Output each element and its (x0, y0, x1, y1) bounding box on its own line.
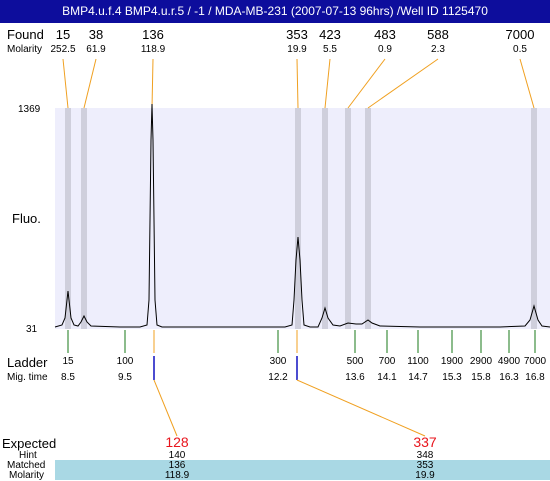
migtime-label: Mig. time (7, 372, 48, 383)
found-molarity: 19.9 (287, 44, 307, 55)
ladder-migtime: 14.7 (408, 372, 428, 383)
found-size: 7000 (505, 27, 535, 42)
found-peak-band (531, 108, 537, 329)
y-max-label: 1369 (18, 104, 41, 115)
ladder-migtime: 8.5 (61, 372, 75, 383)
ladder-migtime: 15.8 (471, 372, 491, 383)
found-connector (347, 58, 386, 109)
molarity-label: Molarity (7, 44, 43, 55)
ladder-migtime: 9.5 (118, 372, 132, 383)
found-peak-band (295, 108, 301, 329)
found-peak-band (65, 108, 71, 329)
ladder-migtime: 16.3 (499, 372, 519, 383)
y-axis-label: Fluo. (12, 211, 41, 226)
found-size: 15 (55, 27, 71, 42)
expected-molarity: 19.9 (415, 470, 435, 481)
found-size: 136 (142, 27, 164, 42)
expected-molarity: 118.9 (164, 470, 190, 481)
expected-hint: 348 (416, 450, 434, 461)
ladder-size: 15 (62, 356, 74, 367)
title-bar: BMP4.u.f.4 BMP4.u.r.5 / -1 / MDA-MB-231 … (0, 0, 550, 23)
molarity-band (55, 470, 550, 480)
ladder-migtime: 13.6 (345, 372, 365, 383)
matched-label: Matched (7, 460, 46, 471)
expected-connector (296, 379, 426, 437)
found-peak-band (345, 108, 351, 329)
found-molarity: 61.9 (86, 44, 106, 55)
found-molarity: 118.9 (140, 44, 166, 55)
found-connector (151, 58, 154, 109)
ladder-size: 7000 (523, 356, 547, 367)
found-label: Found (7, 27, 44, 42)
ladder-size: 2900 (469, 356, 493, 367)
expected-label: Expected (2, 436, 57, 451)
found-size: 483 (374, 27, 396, 42)
expected-size: 128 (165, 434, 189, 450)
found-peak-band (322, 108, 328, 329)
found-connector (324, 58, 331, 109)
plot-area (55, 108, 550, 329)
expected-connector (153, 379, 178, 437)
found-peak-band (365, 108, 371, 329)
found-molarity: 5.5 (323, 44, 337, 55)
ladder-size: 4900 (497, 356, 521, 367)
found-molarity: 0.9 (378, 44, 392, 55)
ladder-size: 300 (269, 356, 287, 367)
found-molarity: 252.5 (50, 44, 76, 55)
ladder-size: 100 (116, 356, 134, 367)
expected-hint: 140 (168, 450, 186, 461)
fluorescence-trace (54, 103, 550, 328)
ladder-migtime: 12.2 (268, 372, 288, 383)
ladder-label: Ladder (7, 355, 48, 370)
found-size: 588 (427, 27, 449, 42)
expected-size: 337 (413, 434, 437, 450)
expected-matched: 353 (416, 460, 434, 471)
ladder-size: 1900 (440, 356, 464, 367)
ladder-migtime: 15.3 (442, 372, 462, 383)
found-connector (296, 58, 299, 109)
found-connector (367, 58, 439, 109)
found-molarity: 2.3 (431, 44, 445, 55)
found-connector (519, 58, 535, 109)
hint-label: Hint (19, 450, 37, 461)
ladder-size: 1100 (407, 356, 429, 367)
found-connector (62, 58, 69, 109)
found-size: 353 (286, 27, 308, 42)
molarity-row-label: Molarity (9, 470, 45, 481)
found-size: 38 (88, 27, 104, 42)
found-size: 423 (319, 27, 341, 42)
ladder-size: 700 (378, 356, 396, 367)
found-peak-band (81, 108, 87, 329)
ladder-size: 500 (346, 356, 364, 367)
y-min-label: 31 (26, 324, 38, 335)
found-molarity: 0.5 (513, 44, 527, 55)
expected-matched: 136 (168, 460, 186, 471)
found-connector (83, 58, 97, 109)
ladder-migtime: 14.1 (377, 372, 397, 383)
matched-band (55, 460, 550, 470)
ladder-migtime: 16.8 (525, 372, 545, 383)
